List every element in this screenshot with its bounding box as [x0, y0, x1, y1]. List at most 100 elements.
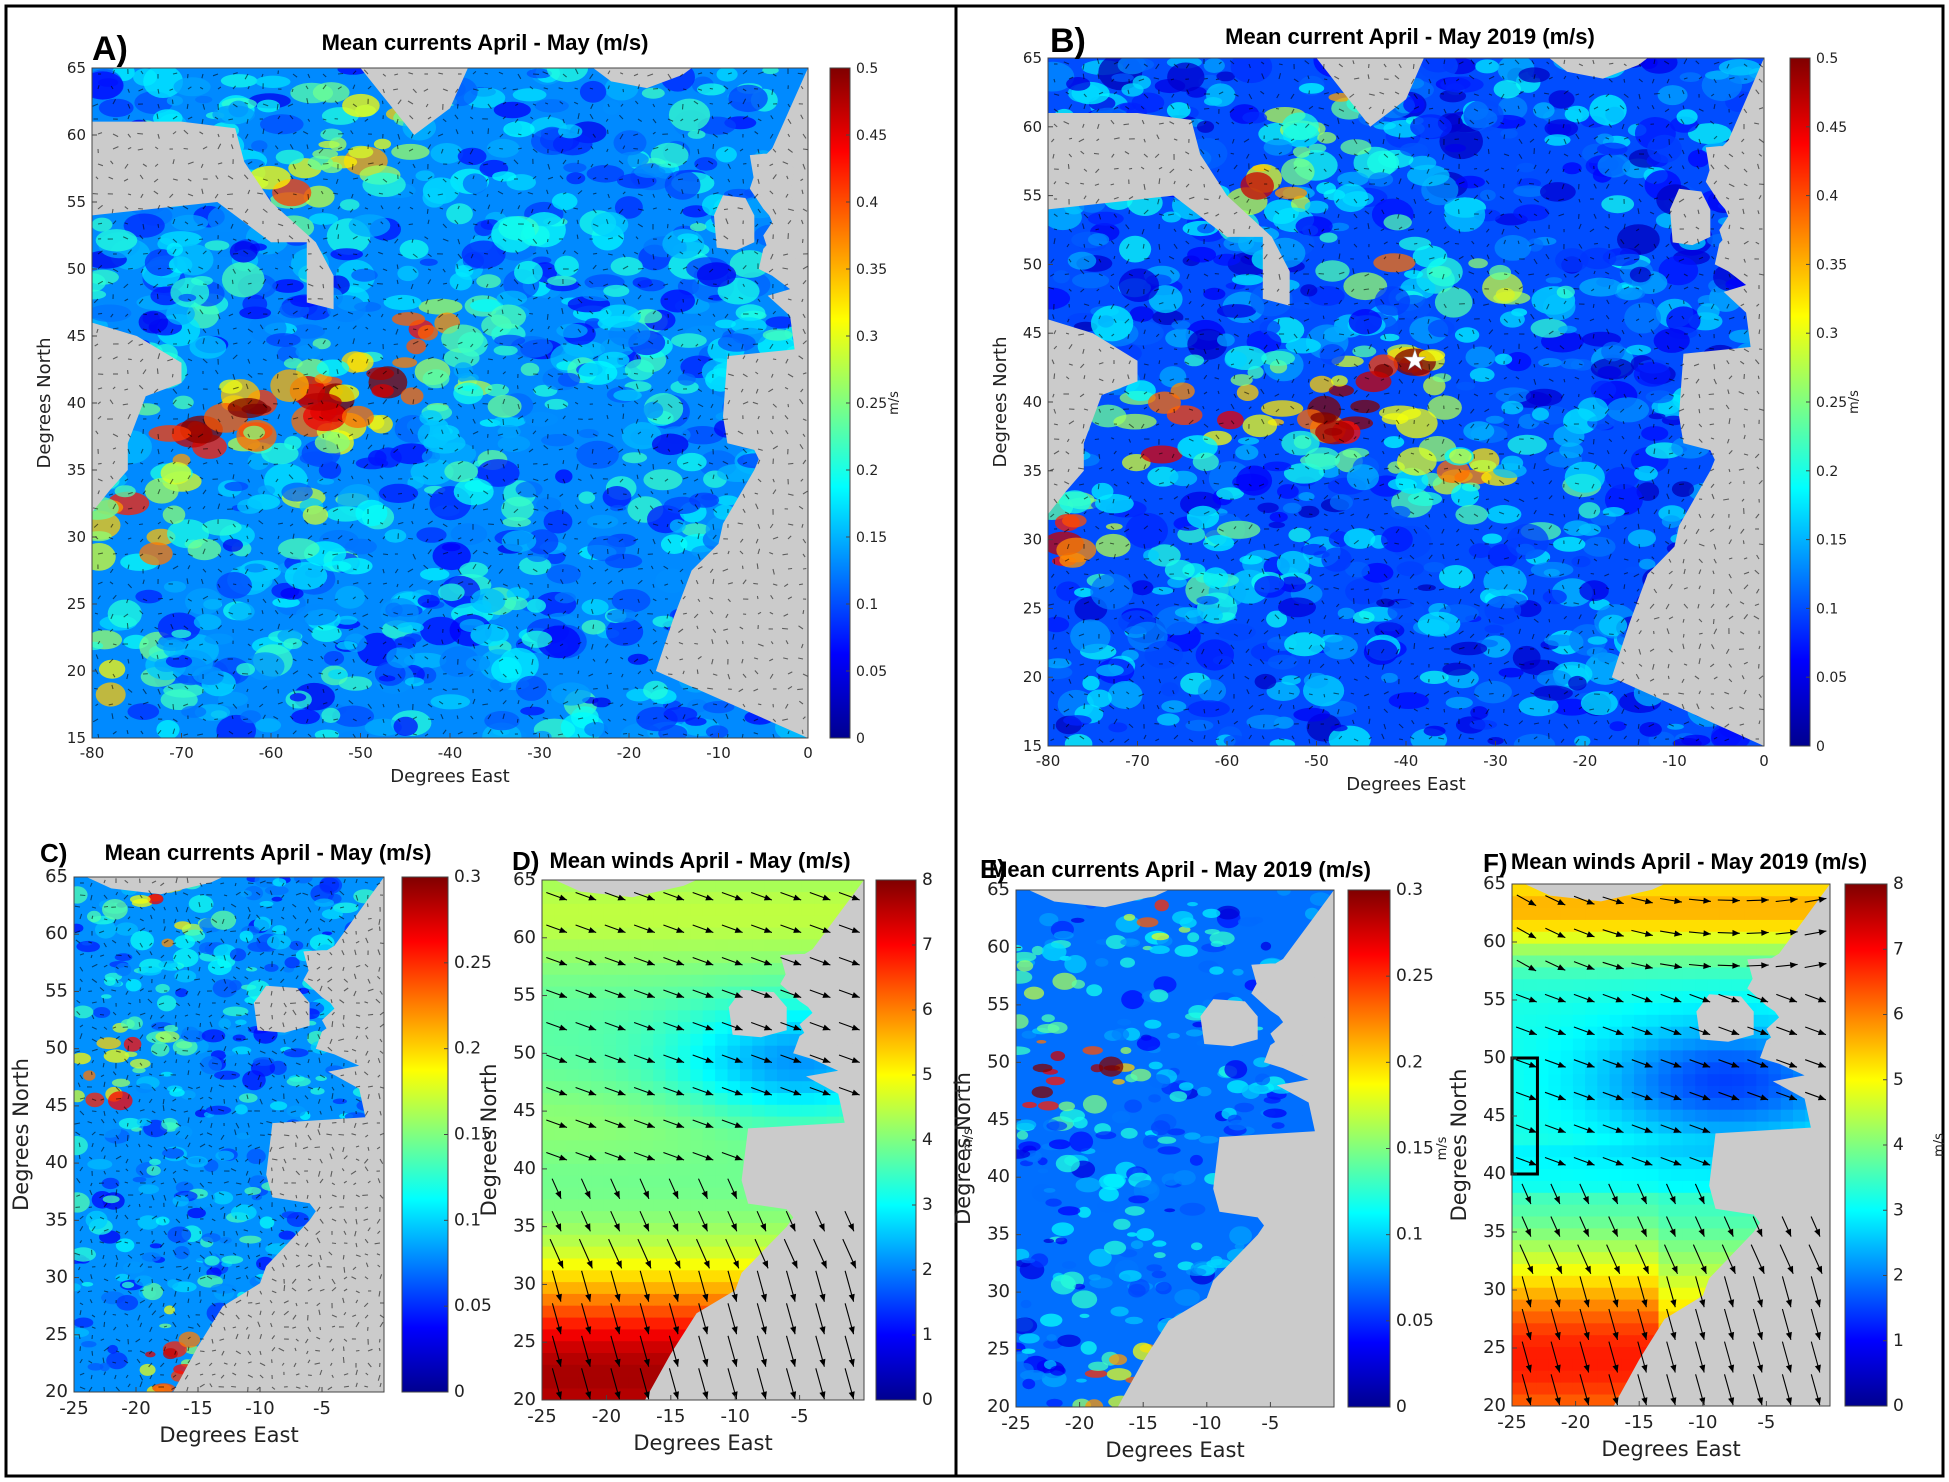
- colorbar-unit-label: m/s: [961, 1128, 976, 1152]
- x-tick-label: -50: [348, 744, 373, 762]
- colorbar-tick-label: 7: [1893, 939, 1904, 959]
- panel-letter: D): [512, 846, 539, 876]
- landmass: [253, 985, 310, 1033]
- colorbar-tick-label: 0.35: [856, 262, 887, 278]
- x-axis-label: Degrees East: [390, 766, 509, 787]
- x-tick-label: -30: [527, 744, 552, 762]
- colorbar-tick-label: 0.05: [856, 664, 887, 680]
- landmass: [92, 68, 182, 604]
- x-tick-label: -20: [1065, 1413, 1094, 1434]
- colorbar-tick-label: 0.4: [1816, 189, 1838, 205]
- y-tick-label: 25: [67, 595, 86, 613]
- x-tick-label: 0: [803, 744, 813, 762]
- y-axis-label: Degrees North: [34, 338, 55, 469]
- colorbar-tick-label: 0: [1396, 1397, 1407, 1417]
- landmass: [645, 880, 864, 1400]
- x-tick-label: -10: [1688, 1412, 1717, 1433]
- colorbar-unit-label: m/s: [887, 391, 902, 415]
- panel-letter: B): [1050, 22, 1086, 60]
- y-tick-label: 50: [513, 1042, 536, 1063]
- colorbar-tick-label: 0.45: [856, 128, 887, 144]
- colorbar-tick-label: 5: [1893, 1070, 1904, 1090]
- field-layer: [74, 877, 384, 1392]
- landmass: [1524, 884, 1665, 902]
- y-tick-label: 20: [513, 1389, 536, 1410]
- y-tick-label: 35: [513, 1216, 536, 1237]
- x-tick-label: -20: [1561, 1412, 1590, 1433]
- landmass: [749, 153, 808, 269]
- landmass: [728, 989, 787, 1038]
- landmass: [1611, 58, 1764, 746]
- y-tick-label: 65: [45, 866, 68, 887]
- colorbar-tick-label: 1: [922, 1325, 933, 1345]
- y-tick-label: 30: [45, 1267, 68, 1288]
- colorbar-tick-label: 0.1: [856, 597, 878, 613]
- landmass: [1048, 113, 1290, 306]
- field-layer: [542, 880, 864, 1400]
- colorbar-tick-label: 0: [1816, 739, 1825, 755]
- x-tick-label: -60: [259, 744, 284, 762]
- x-tick-label: -5: [791, 1406, 809, 1427]
- y-tick-label: 25: [1023, 599, 1042, 617]
- x-tick-label: -60: [1215, 752, 1240, 770]
- panel-title: Mean currents April - May (m/s): [105, 840, 432, 865]
- y-tick-label: 45: [513, 1100, 536, 1121]
- y-tick-label: 45: [1023, 324, 1042, 342]
- colorbar-tick-label: 0.35: [1816, 257, 1847, 273]
- x-tick-label: -15: [183, 1398, 212, 1419]
- landmass: [1613, 884, 1830, 1406]
- landmass: [1200, 999, 1258, 1047]
- colorbar-tick-label: 0.1: [454, 1210, 481, 1230]
- x-tick-label: -80: [1036, 752, 1061, 770]
- y-tick-label: 60: [987, 936, 1010, 957]
- y-tick-label: 45: [987, 1109, 1010, 1130]
- y-tick-label: 65: [1483, 873, 1506, 894]
- colorbar-tick-label: 0.25: [1396, 966, 1434, 986]
- colorbar-tick-label: 3: [1893, 1200, 1904, 1220]
- panel-title: Mean winds April - May (m/s): [549, 848, 850, 873]
- landmass: [1048, 58, 1138, 609]
- colorbar-tick-label: 8: [922, 870, 933, 890]
- y-tick-label: 30: [1023, 531, 1042, 549]
- y-tick-label: 55: [67, 193, 86, 211]
- x-tick-label: -80: [80, 744, 105, 762]
- y-tick-label: 30: [987, 1281, 1010, 1302]
- colorbar-tick-label: 0.15: [856, 530, 887, 546]
- y-tick-label: 65: [67, 59, 86, 77]
- landmass: [1549, 58, 1648, 79]
- landmass: [303, 950, 384, 1049]
- panel-letter: E): [980, 854, 1006, 884]
- y-tick-label: 50: [1483, 1047, 1506, 1068]
- landmass: [1747, 958, 1830, 1058]
- colorbar-unit-label: m/s: [1847, 390, 1862, 414]
- colorbar-tick-label: 0: [856, 731, 865, 747]
- colorbar-tick-label: 0.4: [856, 195, 878, 211]
- panel-e: -25 -20 -15 -10 -5 20 25 30 35 40 45 50 55 60 65 Degree…: [951, 854, 1450, 1462]
- colorbar-tick-label: 0.45: [1816, 120, 1847, 136]
- landmass: [593, 68, 692, 89]
- colorbar-unit-label: m/s: [1932, 1133, 1947, 1157]
- panel-f: -25 -20 -15 -10 -520253035404550556065Degree…: [1447, 848, 1947, 1461]
- y-tick-label: 25: [45, 1324, 68, 1345]
- y-tick-label: 55: [513, 985, 536, 1006]
- panel-a: -80 -70 -60 -50 -40 -30 -20 -10 0 15 20 25 30 35 40 45 5…: [34, 30, 902, 787]
- colorbar-tick-label: 0: [1893, 1396, 1904, 1416]
- x-tick-label: -40: [438, 744, 463, 762]
- y-tick-label: 30: [513, 1273, 536, 1294]
- vector-layer: [1048, 58, 1764, 745]
- y-tick-label: 15: [1023, 737, 1042, 755]
- x-axis-label: Degrees East: [1105, 1438, 1244, 1462]
- landmass: [655, 68, 808, 738]
- panel-d: -25 -20 -15 -10 -520253035404550556065Degree…: [477, 846, 976, 1455]
- y-tick-label: 50: [987, 1051, 1010, 1072]
- field-layer: [1048, 58, 1764, 746]
- colorbar-tick-label: 0.2: [454, 1039, 481, 1059]
- colorbar-tick-label: 4: [922, 1130, 933, 1150]
- y-axis-label: Degrees North: [477, 1064, 501, 1217]
- landmass: [271, 68, 468, 135]
- field-layer: [1512, 884, 1830, 1406]
- panel-letter: F): [1483, 848, 1508, 878]
- y-tick-label: 55: [45, 980, 68, 1001]
- y-axis-label: Degrees North: [990, 337, 1011, 468]
- colorbar-tick-label: 1: [1893, 1331, 1904, 1351]
